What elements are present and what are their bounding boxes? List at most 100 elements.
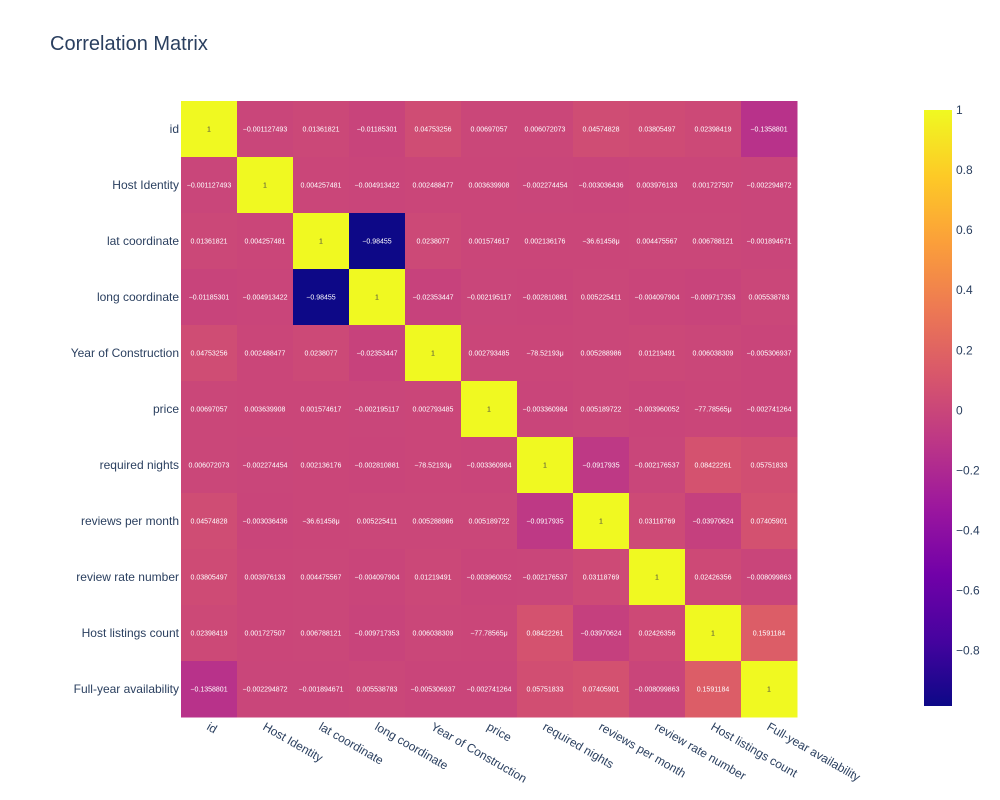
heatmap-cell (237, 269, 294, 326)
x-tick-label: id (205, 719, 220, 736)
heatmap-cell (685, 605, 742, 662)
cell-value-label: 0.002488477 (413, 183, 454, 190)
cell-value-label: 0.002136176 (525, 239, 566, 246)
cell-value-label: 0.03118769 (639, 519, 676, 526)
heatmap-cell (405, 157, 462, 214)
heatmap-cell (741, 325, 798, 382)
heatmap-cell (293, 101, 350, 158)
heatmap-cell (293, 605, 350, 662)
heatmap-cell (405, 549, 462, 606)
cell-value-label: 0.03118769 (583, 575, 620, 582)
heatmap-cell (573, 493, 630, 550)
heatmap-cell (405, 437, 462, 494)
heatmap-cell (405, 605, 462, 662)
cell-value-label: −0.002176537 (523, 575, 568, 582)
cell-value-label: −0.001127493 (243, 127, 288, 134)
heatmap-cell (517, 101, 574, 158)
heatmap-cell (293, 269, 350, 326)
heatmap-cell (741, 157, 798, 214)
cell-value-label: −0.02353447 (356, 351, 397, 358)
cell-value-label: 0.05751833 (527, 687, 564, 694)
cell-value-label: −0.003960052 (635, 407, 680, 414)
heatmap-cell (293, 325, 350, 382)
heatmap-cell (517, 605, 574, 662)
heatmap-cell (573, 157, 630, 214)
heatmap-cell (741, 661, 798, 718)
heatmap-cell (685, 213, 742, 270)
heatmap-cell (741, 381, 798, 438)
heatmap-cell (293, 437, 350, 494)
heatmap-cell (293, 661, 350, 718)
cell-value-label: −0.002810881 (355, 463, 400, 470)
cell-value-label: −0.1358801 (190, 687, 227, 694)
heatmap-cell (741, 213, 798, 270)
cell-value-label: 0.004257481 (301, 183, 342, 190)
y-tick-label: reviews per month (81, 514, 179, 528)
heatmap-cell (237, 101, 294, 158)
cell-value-label: 0.0238077 (304, 351, 337, 358)
cell-value-label: 0.003639908 (245, 407, 286, 414)
x-tick-label: price (485, 719, 515, 744)
cell-value-label: 0.1591184 (697, 687, 730, 694)
cell-value-label: 0.02426356 (639, 631, 676, 638)
heatmap-cell (685, 381, 742, 438)
cell-value-label: −0.002274454 (243, 463, 288, 470)
cell-value-label: 0.003976133 (637, 183, 678, 190)
colorbar-tick-label: −0.8 (956, 644, 980, 658)
y-tick-label: lat coordinate (107, 234, 179, 248)
cell-value-label: −0.003360984 (467, 463, 512, 470)
cell-value-label: 0.08422261 (527, 631, 564, 638)
cell-value-label: 0.001727507 (245, 631, 286, 638)
heatmap-cell (349, 213, 406, 270)
heatmap-cell (573, 269, 630, 326)
cell-value-label: 0.004257481 (245, 239, 286, 246)
heatmap-cell (517, 325, 574, 382)
cell-value-label: 0.07405901 (583, 687, 620, 694)
heatmap-cell (573, 661, 630, 718)
heatmap-cell (517, 661, 574, 718)
heatmap-cell (573, 437, 630, 494)
colorbar-tick-label: 0 (956, 403, 963, 417)
colorbar-tick-label: 0.6 (956, 223, 973, 237)
cell-value-label: −36.61458μ (302, 519, 339, 526)
cell-value-label: 0.006038309 (693, 351, 734, 358)
cell-value-label: −0.01185301 (189, 295, 230, 302)
heatmap-cell (237, 213, 294, 270)
heatmap-cell (349, 269, 406, 326)
cell-value-label: 0.006072073 (525, 127, 566, 134)
heatmap-cell (349, 493, 406, 550)
cell-value-label: −0.0917935 (526, 519, 563, 526)
heatmap-cell (629, 213, 686, 270)
heatmap-cell (293, 549, 350, 606)
cell-value-label: −0.002195117 (467, 295, 512, 302)
cell-value-label: −0.004097904 (635, 295, 680, 302)
cell-value-label: 0.005288986 (581, 351, 622, 358)
y-tick-label: required nights (100, 458, 179, 472)
cell-value-label: −0.004913422 (355, 183, 400, 190)
cell-value-label: 0.005225411 (357, 519, 397, 526)
cell-value-label: 1 (767, 687, 771, 694)
heatmap-cell (461, 661, 518, 718)
heatmap-cell (181, 437, 238, 494)
heatmap-cell (685, 157, 742, 214)
cell-value-label: 0.001574617 (301, 407, 342, 414)
colorbar-tick-label: 0.8 (956, 163, 973, 177)
cell-value-label: −0.003360984 (523, 407, 568, 414)
heatmap-cell (629, 549, 686, 606)
y-tick-label: long coordinate (97, 290, 179, 304)
cell-value-label: −0.98455 (306, 295, 335, 302)
cell-value-label: 1 (599, 519, 603, 526)
cell-value-label: −0.008099863 (635, 687, 680, 694)
cell-value-label: −0.008099863 (747, 575, 792, 582)
cell-value-label: 0.003976133 (245, 575, 286, 582)
heatmap-cell (181, 325, 238, 382)
cell-value-label: −0.002741264 (467, 687, 512, 694)
y-tick-label: review rate number (76, 570, 179, 584)
cell-value-label: 0.00697057 (471, 127, 508, 134)
heatmap-cell (517, 549, 574, 606)
cell-value-label: 1 (487, 407, 491, 414)
heatmap-cell (181, 381, 238, 438)
cell-value-label: −0.002274454 (523, 183, 568, 190)
heatmap-cell (629, 605, 686, 662)
cell-value-label: 0.006072073 (189, 463, 230, 470)
